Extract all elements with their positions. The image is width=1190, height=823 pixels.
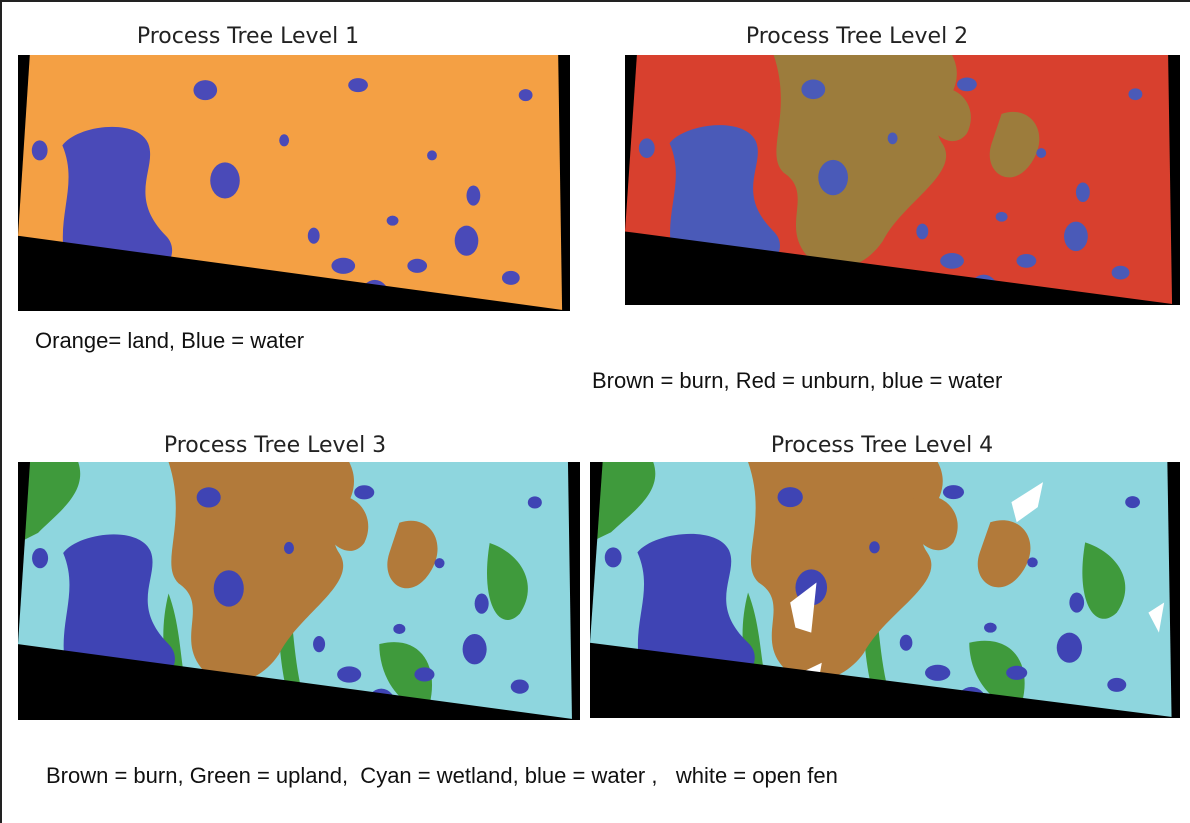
no-data bbox=[625, 55, 637, 232]
panel-title: Process Tree Level 3 bbox=[164, 433, 386, 458]
no-data bbox=[558, 55, 570, 311]
caption: Orange= land, Blue = water bbox=[35, 328, 304, 353]
panel-title: Process Tree Level 2 bbox=[746, 24, 968, 49]
no-data bbox=[590, 462, 603, 643]
no-data bbox=[18, 644, 580, 720]
panel-title: Process Tree Level 1 bbox=[137, 24, 359, 49]
caption: Brown = burn, Red = unburn, blue = water bbox=[592, 368, 1002, 393]
no-data bbox=[18, 235, 570, 311]
no-data bbox=[625, 231, 1180, 305]
classified-image bbox=[590, 462, 1180, 718]
classified-image bbox=[18, 55, 570, 311]
no-data bbox=[567, 462, 580, 720]
classified-image bbox=[18, 462, 580, 720]
classified-image bbox=[625, 55, 1180, 305]
panel-title: Process Tree Level 4 bbox=[771, 433, 993, 458]
caption: Brown = burn, Green = upland, Cyan = wet… bbox=[46, 763, 838, 788]
